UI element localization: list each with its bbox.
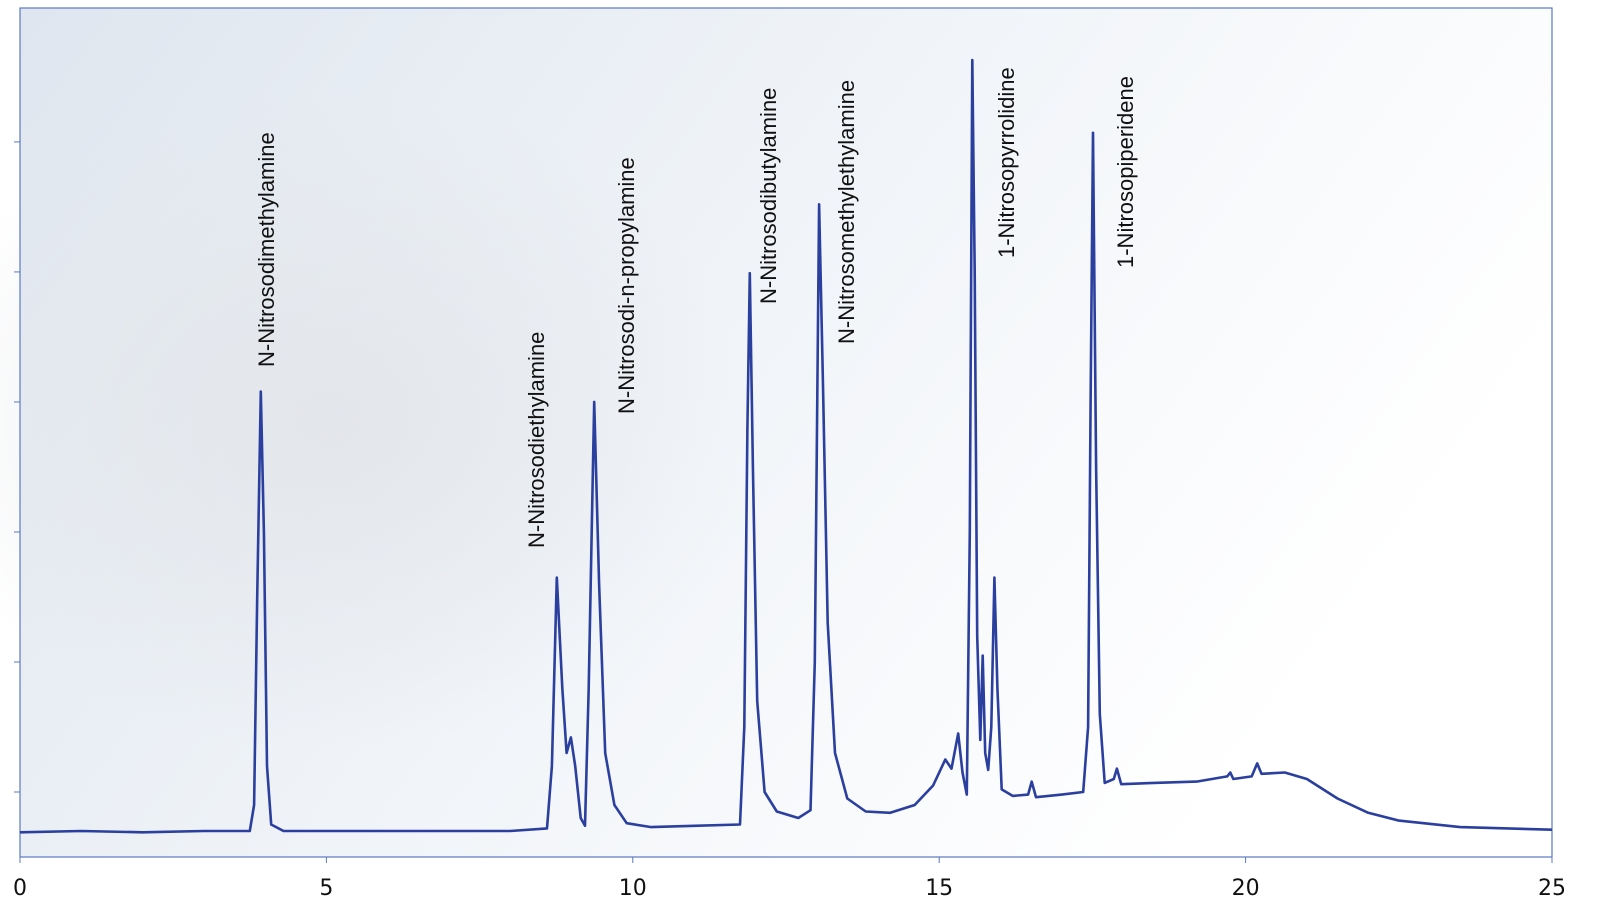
peak-label: N-Nitrosodimethylamine [254, 132, 279, 367]
background-decoration [0, 90, 750, 750]
peak-label: N-Nitrosomethylethylamine [834, 80, 859, 344]
x-tick-label: 5 [319, 876, 333, 901]
x-tick-label: 25 [1538, 876, 1566, 901]
x-tick-label: 20 [1232, 876, 1260, 901]
x-tick-label: 0 [13, 876, 27, 901]
x-tick-label: 10 [619, 876, 647, 901]
peak-label: N-Nitrosodi-n-propylamine [614, 157, 639, 414]
plot-frame [19, 7, 1553, 858]
peak-label: 1-Nitrosopyrrolidine [994, 67, 1019, 258]
peak-label: 1-Nitrosopiperidene [1113, 76, 1138, 268]
peak-label: N-Nitrosodiethylamine [524, 332, 549, 548]
x-tick-label: 15 [925, 876, 953, 901]
peak-label: N-Nitrosodibutylamine [756, 88, 781, 304]
chromatogram-line [19, 58, 1553, 834]
